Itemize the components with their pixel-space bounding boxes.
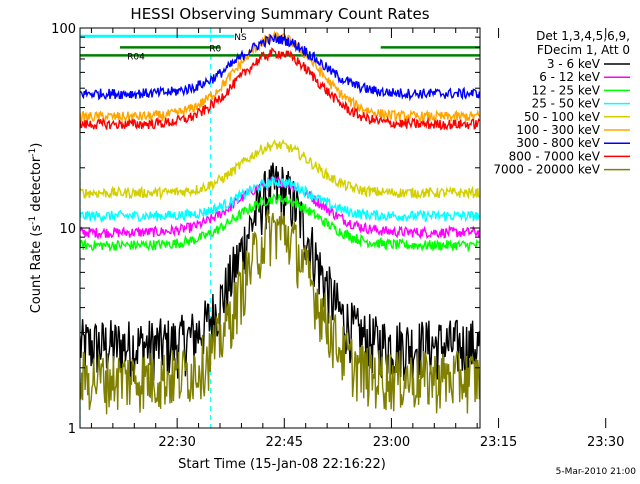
legend-label: 300 - 800 keV [516,136,600,150]
legend-label: 7000 - 20000 keV [493,163,600,177]
legend-header-line-2: FDecim 1, Att 0 [537,43,630,57]
flag-label: R0 [209,44,221,54]
x-tick-label: 23:15 [480,435,517,450]
y-tick-label: 1 [68,422,76,437]
series-line-7 [80,32,480,102]
legend-label: 3 - 6 keV [547,57,601,71]
legend-label: 800 - 7000 keV [509,149,601,163]
plot-area [80,28,480,428]
x-tick-label: 22:45 [266,435,303,450]
series-line-2 [80,175,480,240]
x-tick-label: 23:30 [587,435,624,450]
legend-label: 50 - 100 keV [524,110,601,124]
series-line-5 [80,138,480,201]
legend-label: 25 - 50 keV [532,97,601,111]
legend: Det 1,3,4,5,6,9, FDecim 1, Att 0 3 - 6 k… [493,29,630,177]
footer-date: 5-Mar-2010 21:00 [556,467,637,477]
series-line-9 [80,209,480,415]
legend-header-line-1: Det 1,3,4,5,6,9, [536,29,630,43]
flag-labels: NS R0 R04 [127,33,247,62]
series-line-3 [80,193,480,253]
series-line-6 [80,30,480,124]
x-tick-label: 23:00 [373,435,410,450]
y-axis-label: Count Rate (s-1 detector-1) [28,143,44,314]
y-axis-ticks: 1 10 100 [51,22,480,437]
series-lines [80,30,480,415]
flag-label: NS [234,33,247,43]
chart-title: HESSI Observing Summary Count Rates [130,5,429,23]
y-tick-label: 10 [59,222,76,237]
flag-label: R04 [127,52,145,62]
x-tick-label: 22:30 [158,435,195,450]
x-axis-label: Start Time (15-Jan-08 22:16:22) [178,457,386,472]
y-tick-label: 100 [51,22,76,37]
legend-label: 12 - 25 keV [532,83,601,97]
legend-label: 100 - 300 keV [516,123,600,137]
series-line-8 [80,47,480,131]
series-line-4 [80,176,480,224]
legend-label: 6 - 12 keV [539,70,601,84]
